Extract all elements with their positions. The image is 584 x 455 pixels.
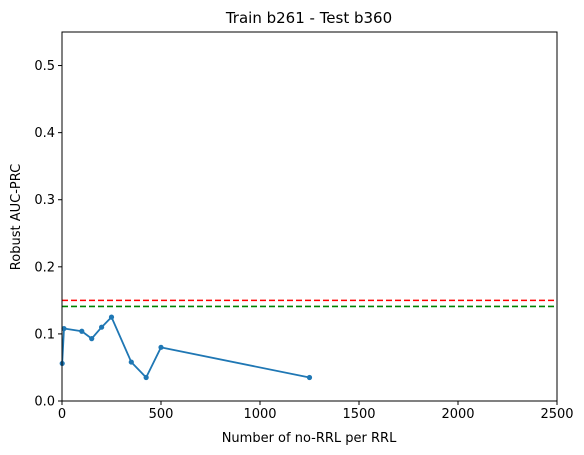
x-tick-label-4: 2000 [441, 407, 474, 422]
x-tick-label-2: 1000 [243, 407, 276, 422]
data-point-0-4 [99, 324, 105, 330]
data-point-0-1 [61, 325, 67, 332]
data-point-0-7 [143, 374, 149, 381]
x-tick-label-3: 1500 [342, 407, 375, 422]
y-tick-label-1: 0.1 [34, 327, 55, 342]
x-axis-label: Number of no-RRL per RRL [222, 431, 397, 446]
data-point-0-6 [128, 359, 134, 365]
plot-area: 0 500 1000 1500 2000 2500 0.0 0.1 0.2 0.3 0.4 0.5 [34, 31, 574, 422]
x-tick-label-1: 500 [149, 407, 174, 422]
data-point-0-9 [306, 374, 313, 381]
data-point-0-8 [158, 344, 164, 350]
y-tick-label-5: 0.5 [34, 59, 55, 74]
series-line-0 [61, 316, 310, 379]
y-axis-label: Robust AUC-PRC [9, 164, 24, 270]
x-tick-label-5: 2500 [540, 407, 573, 422]
x-tick-label-0: 0 [58, 407, 66, 422]
y-tick-label-2: 0.2 [34, 260, 55, 275]
data-point-0-3 [89, 336, 95, 342]
chart-title: Train b261 - Test b360 [225, 9, 392, 27]
y-tick-label-4: 0.4 [34, 126, 55, 141]
y-tick-label-0: 0.0 [34, 395, 55, 410]
plot-frame [61, 31, 558, 402]
data-point-0-5 [108, 314, 115, 320]
data-point-0-2 [79, 328, 85, 334]
y-tick-label-3: 0.3 [34, 193, 55, 208]
